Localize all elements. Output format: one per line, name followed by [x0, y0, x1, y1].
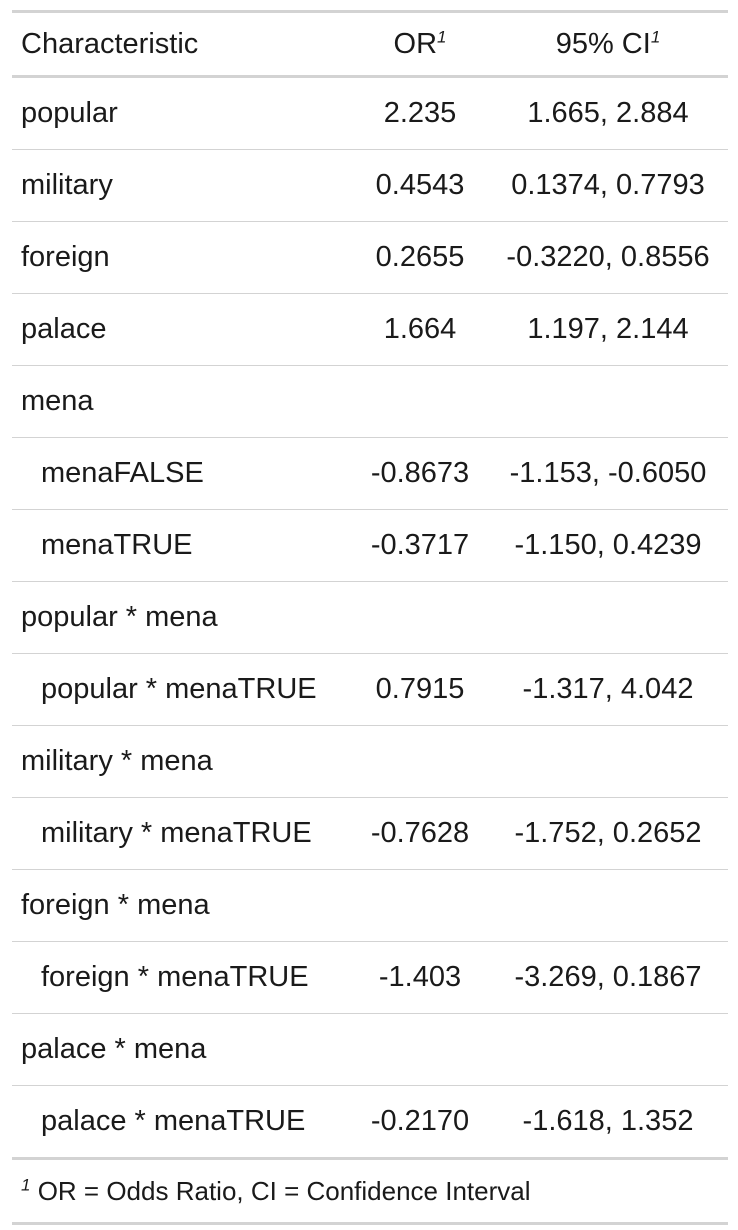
row-label: popular * mena — [12, 581, 352, 654]
row-ci — [488, 869, 728, 942]
row-label: foreign * mena — [12, 869, 352, 942]
row-label: military * mena — [12, 725, 352, 798]
row-ci: -0.3220, 0.8556 — [488, 221, 728, 294]
row-label: palace * menaTRUE — [12, 1085, 352, 1160]
table-row: military * mena — [12, 725, 728, 798]
table-footer: 1 OR = Odds Ratio, CI = Confidence Inter… — [12, 1158, 728, 1225]
row-label: menaTRUE — [12, 509, 352, 582]
table-row: foreign 0.2655 -0.3220, 0.8556 — [12, 221, 728, 294]
row-label: palace — [12, 293, 352, 366]
table-row: foreign * menaTRUE -1.403 -3.269, 0.1867 — [12, 941, 728, 1014]
table-row: popular 2.235 1.665, 2.884 — [12, 76, 728, 150]
table-body: popular 2.235 1.665, 2.884 military 0.45… — [12, 76, 728, 1160]
row-ci: -1.752, 0.2652 — [488, 797, 728, 870]
row-or: -1.403 — [352, 941, 488, 1014]
row-ci — [488, 1013, 728, 1086]
row-label: popular * menaTRUE — [12, 653, 352, 726]
row-ci: -3.269, 0.1867 — [488, 941, 728, 1014]
row-label: foreign * menaTRUE — [12, 941, 352, 1014]
header-ci: 95% CI1 — [488, 10, 728, 78]
header-characteristic: Characteristic — [12, 10, 352, 78]
row-or: 0.7915 — [352, 653, 488, 726]
row-label: military — [12, 149, 352, 222]
table-header: Characteristic OR1 95% CI1 — [12, 10, 728, 78]
row-ci: -1.150, 0.4239 — [488, 509, 728, 582]
row-label: mena — [12, 365, 352, 438]
table-row: palace 1.664 1.197, 2.144 — [12, 293, 728, 366]
row-or: -0.3717 — [352, 509, 488, 582]
row-or — [352, 1013, 488, 1086]
regression-table-container: Characteristic OR1 95% CI1 popular 2.235… — [12, 10, 728, 1225]
row-ci — [488, 725, 728, 798]
row-or: 0.4543 — [352, 149, 488, 222]
row-label: foreign — [12, 221, 352, 294]
table-row: popular * mena — [12, 581, 728, 654]
footnote-row: 1 OR = Odds Ratio, CI = Confidence Inter… — [12, 1158, 728, 1225]
row-ci: 0.1374, 0.7793 — [488, 149, 728, 222]
table-row: foreign * mena — [12, 869, 728, 942]
row-or — [352, 869, 488, 942]
table-row: military * menaTRUE -0.7628 -1.752, 0.26… — [12, 797, 728, 870]
footnote-text: OR = Odds Ratio, CI = Confidence Interva… — [37, 1175, 531, 1206]
table-row: menaFALSE -0.8673 -1.153, -0.6050 — [12, 437, 728, 510]
row-label: menaFALSE — [12, 437, 352, 510]
table-row: mena — [12, 365, 728, 438]
regression-table: Characteristic OR1 95% CI1 popular 2.235… — [12, 10, 728, 1225]
row-ci: 1.665, 2.884 — [488, 76, 728, 150]
row-or: -0.7628 — [352, 797, 488, 870]
row-ci: -1.317, 4.042 — [488, 653, 728, 726]
table-row: military 0.4543 0.1374, 0.7793 — [12, 149, 728, 222]
row-or: 1.664 — [352, 293, 488, 366]
row-or — [352, 581, 488, 654]
row-ci — [488, 581, 728, 654]
table-row: menaTRUE -0.3717 -1.150, 0.4239 — [12, 509, 728, 582]
table-row: popular * menaTRUE 0.7915 -1.317, 4.042 — [12, 653, 728, 726]
table-row: palace * menaTRUE -0.2170 -1.618, 1.352 — [12, 1085, 728, 1160]
row-or: 0.2655 — [352, 221, 488, 294]
row-or: -0.8673 — [352, 437, 488, 510]
row-label: popular — [12, 76, 352, 150]
footnote: 1 OR = Odds Ratio, CI = Confidence Inter… — [12, 1158, 728, 1225]
row-ci: 1.197, 2.144 — [488, 293, 728, 366]
header-ci-footnote-marker: 1 — [650, 26, 661, 46]
row-ci — [488, 365, 728, 438]
row-ci: -1.153, -0.6050 — [488, 437, 728, 510]
header-row: Characteristic OR1 95% CI1 — [12, 10, 728, 78]
row-or — [352, 365, 488, 438]
row-label: military * menaTRUE — [12, 797, 352, 870]
row-or: -0.2170 — [352, 1085, 488, 1160]
row-ci: -1.618, 1.352 — [488, 1085, 728, 1160]
footnote-marker: 1 — [21, 1174, 31, 1194]
header-or-footnote-marker: 1 — [437, 26, 447, 46]
row-label: palace * mena — [12, 1013, 352, 1086]
row-or — [352, 725, 488, 798]
header-or: OR1 — [352, 10, 488, 78]
table-row: palace * mena — [12, 1013, 728, 1086]
row-or: 2.235 — [352, 76, 488, 150]
